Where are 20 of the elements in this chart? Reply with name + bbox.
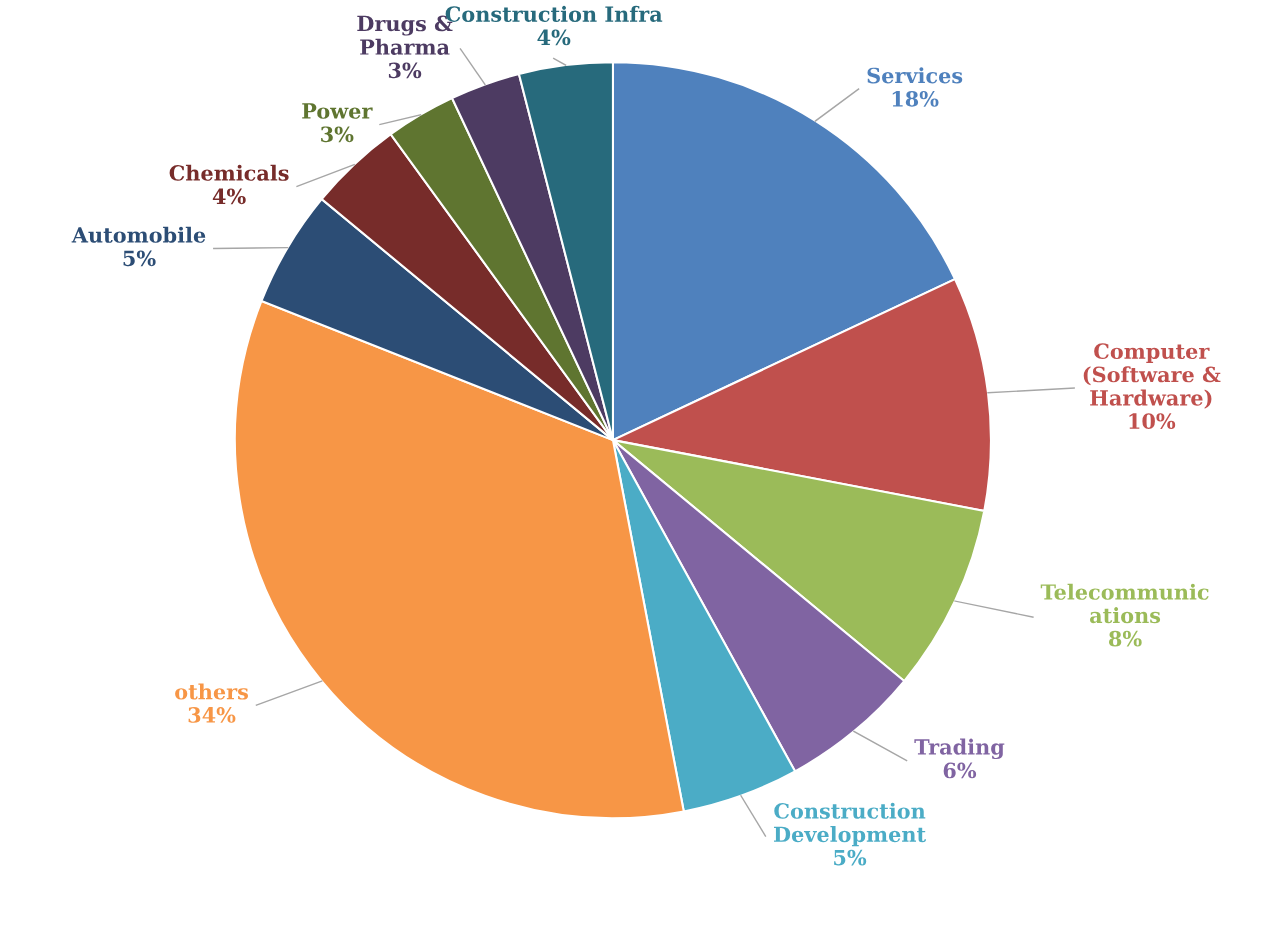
slice-label: Services: [867, 67, 963, 84]
data-label: 6%: [943, 762, 977, 779]
data-label: 10%: [1129, 413, 1176, 430]
data-label: 34%: [188, 707, 236, 723]
slice-label: others: [175, 683, 249, 700]
slice-label: Trading: [914, 738, 1005, 760]
data-label: 4%: [212, 188, 246, 205]
slice-label: Chemicals: [169, 164, 289, 181]
slice-label: Construction Development: [773, 802, 927, 847]
data-label: 8%: [1108, 630, 1142, 647]
slice-label: Computer (Software & Hardware): [1083, 343, 1221, 409]
data-label: 5%: [834, 849, 867, 866]
slice-label: Power: [302, 103, 373, 119]
data-label: 3%: [388, 62, 422, 79]
data-label: 4%: [537, 29, 571, 46]
slice-label: Automobile: [71, 226, 206, 243]
data-label: 5%: [123, 250, 156, 267]
slice-label: Telecommunic ations: [1040, 583, 1209, 624]
data-label: 18%: [892, 90, 939, 107]
data-label: 3%: [321, 126, 354, 143]
